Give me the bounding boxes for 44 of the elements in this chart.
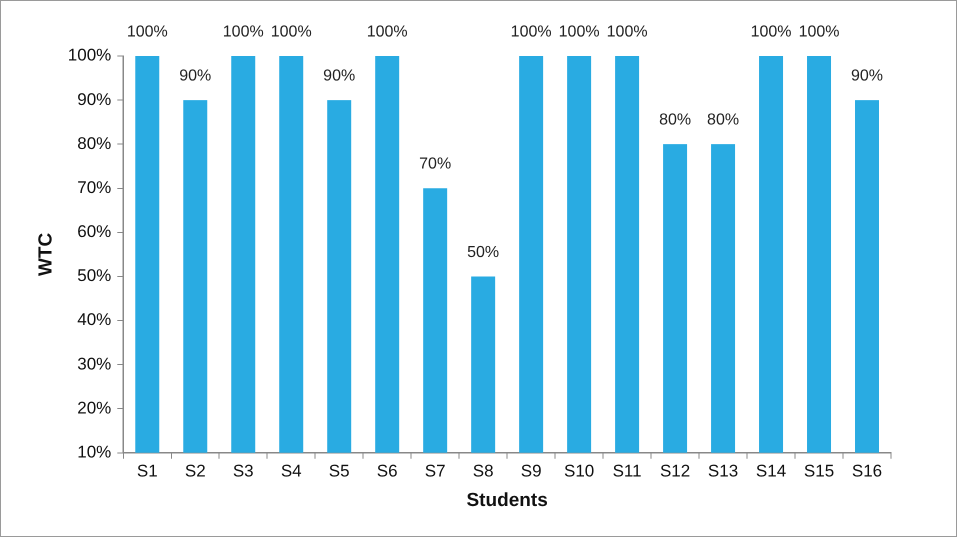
data-label: 70% xyxy=(419,156,452,173)
data-label: 100% xyxy=(606,23,648,40)
x-tick-label: S13 xyxy=(708,462,738,481)
data-label: 100% xyxy=(750,23,792,40)
x-tick-label: S7 xyxy=(424,462,446,481)
data-label: 100% xyxy=(510,23,552,40)
x-tick-label: S8 xyxy=(472,462,494,481)
x-tick-label: S4 xyxy=(280,462,302,481)
data-label: 100% xyxy=(558,23,600,40)
y-tick-label: 10% xyxy=(77,442,112,462)
x-tick-label: S1 xyxy=(136,462,158,481)
y-tick-label: 80% xyxy=(77,134,112,153)
data-label: 90% xyxy=(323,67,356,84)
y-tick-label: 50% xyxy=(77,266,112,286)
x-tick-label: S16 xyxy=(852,462,882,481)
x-tick-label: S5 xyxy=(328,462,350,481)
data-label: 100% xyxy=(222,23,264,40)
x-tick-label: S10 xyxy=(564,462,594,481)
data-label: 80% xyxy=(707,112,740,129)
x-tick-label: S6 xyxy=(376,462,398,481)
x-tick-label: S15 xyxy=(804,462,834,481)
x-tick-label: S11 xyxy=(612,462,642,481)
data-label: 50% xyxy=(467,244,500,261)
x-tick-label: S9 xyxy=(520,462,542,481)
data-label: 80% xyxy=(659,112,692,129)
x-tick-label: S2 xyxy=(184,462,206,481)
data-label: 100% xyxy=(270,23,312,40)
y-tick-label: 70% xyxy=(77,178,112,197)
y-tick-label: 30% xyxy=(77,354,112,374)
y-tick-label: 20% xyxy=(77,398,112,418)
x-tick-label: S14 xyxy=(756,462,786,481)
data-label: 90% xyxy=(850,67,884,84)
data-label: 90% xyxy=(179,67,212,84)
y-tick-label: 100% xyxy=(68,46,112,65)
y-axis-title: WTC xyxy=(36,232,57,276)
data-label: 100% xyxy=(366,23,408,40)
data-label: 100% xyxy=(798,23,840,40)
y-tick-label: 40% xyxy=(77,310,112,330)
y-tick-label: 90% xyxy=(77,90,112,109)
x-axis-title: Students xyxy=(466,490,548,511)
y-tick-label: 60% xyxy=(77,222,112,242)
data-label: 100% xyxy=(126,23,168,40)
x-tick-label: S12 xyxy=(660,462,690,481)
x-tick-label: S3 xyxy=(232,462,254,481)
